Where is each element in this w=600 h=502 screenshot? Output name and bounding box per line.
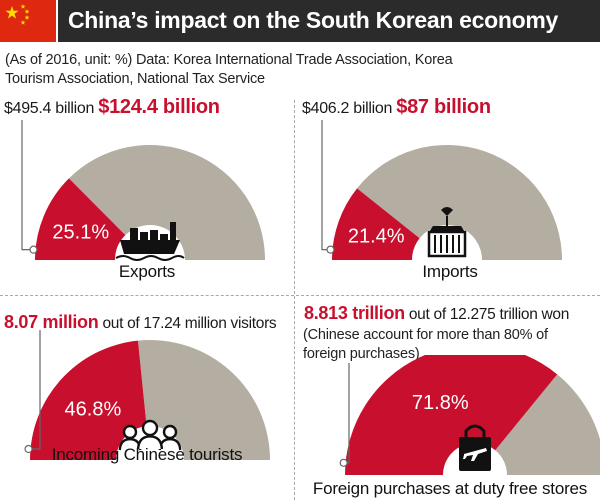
leader-line (321, 120, 330, 251)
exports-gauge: 25.1% (21, 120, 265, 261)
dutyfree-gauge: 71.8% (339, 355, 600, 475)
exports-headline: $495.4 billion $124.4 billion (4, 96, 220, 119)
source-note: (As of 2016, unit: %) Data: Korea Intern… (5, 52, 453, 87)
shopping-bag-plane-icon (459, 424, 491, 471)
exports-caption: Exports (118, 262, 176, 281)
leader-dot (339, 458, 348, 467)
tourists-china-label: 8.07 million (4, 312, 99, 332)
people-icon (118, 419, 182, 451)
imports-total-label: $406.2 billion (302, 100, 393, 117)
gauge-china-segment (345, 355, 558, 475)
horizontal-divider (0, 295, 600, 296)
tourists-caption: Incoming Chinese tourists (51, 445, 243, 464)
leader-dot (24, 444, 33, 454)
gauge-china-segment (30, 340, 147, 460)
value-label: 71.8% (412, 392, 469, 414)
exports-china-label: $124.4 billion (98, 96, 220, 118)
gauge-rest-segment (495, 374, 600, 475)
imports-headline: $406.2 billion $87 billion (302, 96, 491, 119)
ship-icon (115, 222, 185, 261)
exports-total-label: $495.4 billion (4, 100, 95, 117)
dutyfree-china-label: 8.813 trillion (304, 303, 405, 323)
tourists-headline: 8.07 million out of 17.24 million visito… (4, 312, 277, 333)
china-flag-icon (0, 0, 56, 42)
vertical-divider (294, 100, 295, 500)
leader-dot (326, 245, 335, 254)
leader-line (21, 120, 33, 251)
gauge-rest-segment (68, 144, 265, 260)
gauge-china-segment (332, 188, 420, 260)
value-label: 46.8% (65, 399, 122, 421)
value-label: 25.1% (52, 221, 109, 243)
dutyfree-caption: Foreign purchases at duty free stores (312, 479, 588, 498)
tourists-gauge: 46.8% (24, 330, 270, 460)
page-title: China’s impact on the South Korean econo… (68, 7, 559, 33)
leader-dot (29, 245, 38, 254)
title-bar: China’s impact on the South Korean econo… (58, 0, 600, 42)
imports-caption: Imports (422, 262, 478, 281)
tourists-rest-label: out of 17.24 million visitors (98, 315, 277, 332)
dutyfree-headline: 8.813 trillion out of 12.275 trillion wo… (304, 303, 569, 324)
imports-china-label: $87 billion (396, 96, 491, 118)
header: China’s impact on the South Korean econo… (0, 0, 600, 42)
gauge-rest-segment (357, 145, 562, 260)
value-label: 21.4% (348, 225, 405, 247)
imports-gauge: 21.4% (321, 120, 562, 260)
dutyfree-sub-note: (Chinese account for more than 80% of fo… (303, 327, 548, 362)
gauge-china-segment (35, 178, 126, 260)
dutyfree-rest-label: out of 12.275 trillion won (404, 306, 570, 323)
container-crane-icon (427, 207, 467, 258)
